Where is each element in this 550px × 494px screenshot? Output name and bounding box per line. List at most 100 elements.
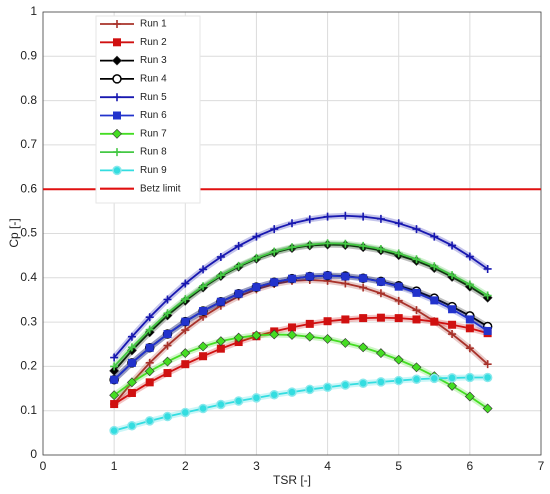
marker: [412, 225, 421, 234]
marker: [304, 331, 315, 342]
marker: [465, 372, 475, 383]
marker: [163, 369, 172, 378]
marker: [376, 277, 385, 286]
marker: [412, 306, 421, 315]
marker: [359, 283, 368, 292]
marker: [145, 325, 154, 334]
marker: [394, 249, 403, 258]
marker: [340, 380, 351, 390]
legend-label: Betz limit: [140, 183, 181, 194]
marker: [305, 384, 315, 395]
marker: [162, 411, 173, 422]
marker: [270, 225, 279, 234]
legend-label: Run 1: [140, 19, 167, 30]
marker: [341, 279, 350, 288]
marker: [288, 243, 296, 252]
marker: [163, 330, 172, 339]
marker: [234, 261, 243, 270]
marker: [359, 241, 368, 250]
series: [110, 239, 492, 371]
y-tick-label: 0.2: [20, 359, 37, 373]
marker: [287, 330, 297, 340]
marker: [447, 380, 457, 391]
marker: [305, 319, 314, 328]
marker: [127, 388, 136, 397]
x-tick-label: 6: [467, 459, 474, 473]
marker: [376, 348, 386, 359]
marker: [270, 278, 279, 287]
marker: [251, 330, 262, 341]
marker: [145, 378, 154, 387]
marker: [145, 358, 154, 367]
y-tick-label: 0.4: [20, 270, 37, 284]
marker: [448, 330, 457, 339]
marker: [376, 289, 385, 298]
marker: [163, 309, 172, 318]
marker: [198, 403, 208, 414]
marker: [465, 252, 474, 261]
y-tick-label: 1: [30, 4, 37, 18]
marker: [216, 297, 225, 306]
legend-label: Run 4: [140, 74, 167, 85]
marker: [145, 313, 154, 322]
marker: [112, 128, 122, 139]
x-tick-label: 3: [253, 459, 260, 473]
x-tick-label: 0: [40, 459, 47, 473]
marker: [181, 317, 190, 326]
marker: [430, 317, 439, 326]
marker: [359, 212, 368, 221]
marker: [110, 362, 119, 371]
line: [113, 274, 489, 381]
legend-label: Run 8: [140, 147, 167, 158]
marker: [288, 219, 296, 228]
marker: [234, 289, 243, 298]
marker: [288, 274, 296, 283]
plot-frame: [42, 11, 542, 456]
y-tick-label: 0.8: [20, 93, 37, 107]
y-tick-label: 0.1: [20, 403, 37, 417]
marker: [305, 240, 314, 249]
series: [109, 329, 493, 414]
marker: [305, 272, 314, 281]
marker: [216, 252, 225, 261]
marker: [465, 344, 474, 353]
marker: [430, 296, 439, 305]
y-tick-label: 0.7: [20, 137, 37, 151]
line: [113, 242, 489, 368]
marker: [109, 390, 120, 401]
marker: [448, 241, 457, 250]
marker: [412, 255, 421, 264]
marker: [483, 264, 492, 273]
legend-label: Run 2: [140, 37, 167, 48]
marker: [198, 341, 208, 352]
marker: [323, 317, 332, 326]
marker: [233, 396, 244, 406]
y-tick-label: 0.3: [20, 314, 37, 328]
marker: [465, 324, 474, 333]
marker: [110, 375, 119, 384]
y-tick-label: 0.9: [20, 48, 37, 62]
marker: [144, 366, 155, 377]
marker: [215, 336, 226, 347]
marker: [252, 283, 261, 292]
marker: [394, 282, 403, 291]
marker: [393, 354, 404, 365]
marker: [376, 313, 385, 322]
marker: [234, 241, 243, 250]
legend-label: Run 3: [140, 55, 167, 66]
y-axis-label: Cp [-]: [7, 218, 21, 247]
marker: [341, 315, 350, 324]
marker: [482, 372, 493, 383]
marker: [341, 239, 350, 248]
marker: [181, 360, 190, 369]
marker: [180, 348, 191, 359]
marker: [429, 373, 440, 384]
marker: [340, 337, 351, 348]
marker: [162, 356, 173, 367]
line: [113, 316, 488, 405]
marker: [163, 295, 172, 304]
marker: [113, 20, 121, 28]
marker: [252, 232, 261, 241]
marker: [109, 425, 119, 436]
marker: [145, 343, 154, 352]
